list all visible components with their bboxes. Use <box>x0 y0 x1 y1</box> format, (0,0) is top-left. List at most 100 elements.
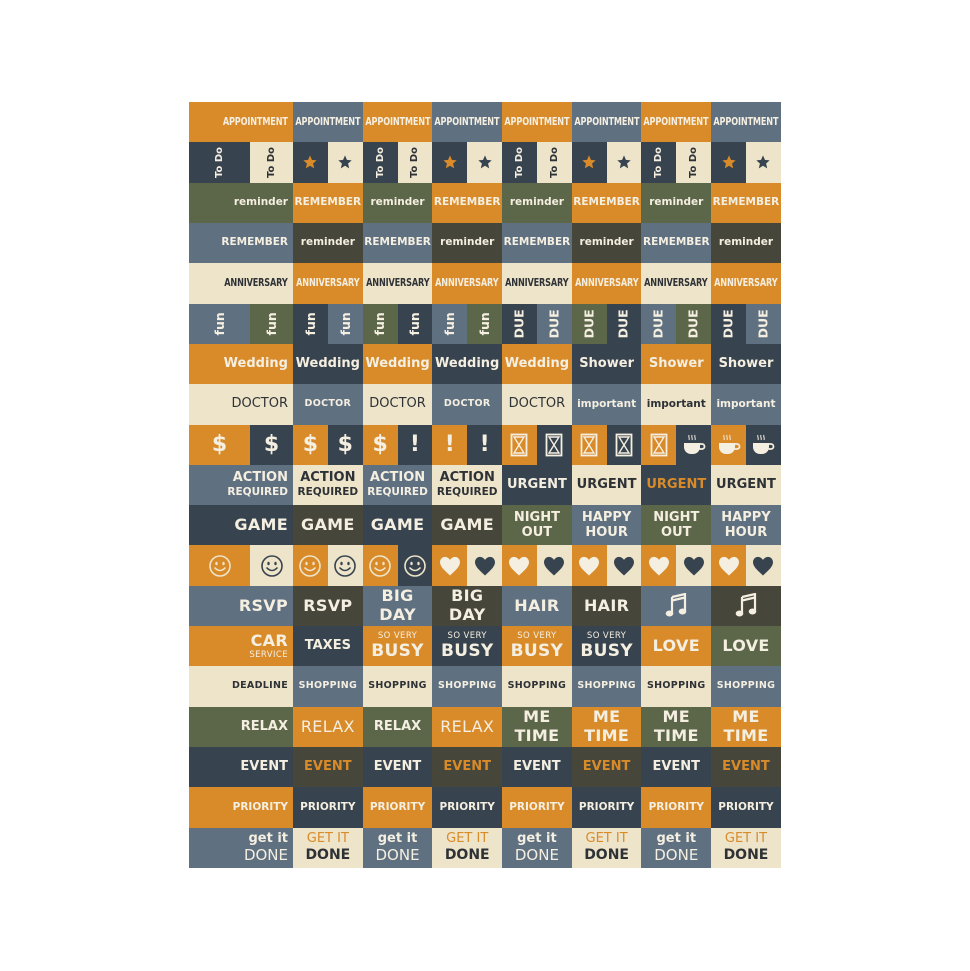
sticker-text: APPOINTMENT <box>713 115 779 129</box>
sticker-text-line: DONE <box>305 847 351 864</box>
sticker-: ! <box>397 424 433 465</box>
sticker-fun: fun <box>362 303 398 344</box>
sticker-doctor: DOCTOR <box>432 384 503 425</box>
sticker-text: important <box>646 397 706 410</box>
sticker-due: DUE <box>676 303 712 344</box>
sticker-text: EVENT <box>443 759 491 774</box>
sticker-text: To Do <box>265 146 277 178</box>
sticker-text: EVENT <box>513 759 561 774</box>
sticker-urgent: URGENT <box>641 464 712 506</box>
heart-icon <box>508 556 530 576</box>
sticker-text: To Do <box>409 146 421 178</box>
sticker-anniversary: ANNIVERSARY <box>571 263 642 304</box>
sticker-text-line: GET IT <box>446 831 489 847</box>
sticker-due: DUE <box>571 303 607 344</box>
music-note-icon <box>735 592 757 619</box>
sticker-text: ANNIVERSARY <box>714 276 778 290</box>
sticker-text: GAME <box>234 515 288 535</box>
star-icon <box>755 154 771 170</box>
sticker-star <box>711 142 746 183</box>
sticker-text-line: get it <box>517 830 557 846</box>
sticker-remember: REMEMBER <box>362 222 433 264</box>
sticker-reminder: reminder <box>641 182 712 223</box>
sticker-text: REMEMBER <box>433 196 501 208</box>
sticker-text: APPOINTMENT <box>295 115 361 129</box>
sticker-text: RELAX <box>440 717 495 737</box>
sticker-priority: PRIORITY <box>641 787 712 828</box>
sticker-text: fun <box>337 312 353 336</box>
sticker-anniversary: ANNIVERSARY <box>362 263 433 304</box>
sticker-shopping: SHOPPING <box>711 666 781 707</box>
sticker-heart <box>745 545 781 586</box>
smiley-icon <box>298 554 322 578</box>
sticker-text: ! <box>444 431 455 457</box>
sticker-anniversary: ANNIVERSARY <box>293 263 363 304</box>
sticker-text: URGENT <box>646 476 707 492</box>
sticker-text: ANNIVERSARY <box>644 276 708 290</box>
sticker-text: fun <box>372 312 388 336</box>
sticker-appointment: APPOINTMENT <box>432 102 503 143</box>
sticker-text: GAME <box>440 515 494 535</box>
sticker-heart <box>571 545 607 586</box>
sticker-text-line: REQUIRED <box>436 486 498 499</box>
sticker-due: DUE <box>606 303 642 344</box>
sticker-text: PRIORITY <box>509 800 565 813</box>
sticker-text: SHOPPING <box>368 680 427 692</box>
sticker-text-line: DONE <box>584 847 629 864</box>
sticker-text: APPOINTMENT <box>434 115 500 129</box>
sticker-so-very-busy: SO VERY BUSY <box>502 626 572 667</box>
sticker-deadline: DEADLINE <box>189 666 293 707</box>
sticker-due: DUE <box>502 303 537 344</box>
sticker-remember: REMEMBER <box>711 182 781 223</box>
sticker-text: DUE <box>650 309 666 339</box>
sticker-coffee <box>711 424 746 465</box>
sticker-text: GAME <box>370 515 425 535</box>
sticker-remember: REMEMBER <box>502 222 572 264</box>
sticker-text-line: REQUIRED <box>297 486 359 499</box>
sticker-text: EVENT <box>373 759 422 774</box>
sticker-text-line: GET IT <box>585 831 628 847</box>
sticker-to-do: To Do <box>189 142 250 183</box>
sticker-text: EVENT <box>304 759 352 774</box>
sticker-text: ! <box>479 431 490 457</box>
sticker-priority: PRIORITY <box>432 787 503 828</box>
sticker-text: fun <box>263 312 279 336</box>
sticker-text: PRIORITY <box>648 800 704 813</box>
sticker-get-it-done: get it DONE <box>641 827 712 868</box>
sticker-heart <box>676 545 712 586</box>
heart-icon <box>578 556 600 576</box>
sticker-text: RELAX <box>240 718 288 734</box>
sticker-text: ANNIVERSARY <box>435 276 499 290</box>
sticker-anniversary: ANNIVERSARY <box>711 263 781 304</box>
sticker-text: APPOINTMENT <box>365 115 431 129</box>
sticker-text: reminder <box>718 236 774 249</box>
sticker-star <box>606 142 642 183</box>
sticker-text-line: HOUR <box>724 525 768 541</box>
sticker-: ! <box>432 424 468 465</box>
sticker-text-line: DAY <box>379 604 416 624</box>
sticker-appointment: APPOINTMENT <box>502 102 572 143</box>
sticker-reminder: reminder <box>362 182 433 223</box>
sticker-due: DUE <box>711 303 746 344</box>
sticker-wedding: Wedding <box>502 343 572 385</box>
sticker-smiley <box>293 545 328 586</box>
sticker-text-line: SO VERY <box>586 631 627 642</box>
sticker-text-line: REQUIRED <box>367 486 428 499</box>
sticker-priority: PRIORITY <box>711 787 781 828</box>
sticker-text-line: BUSY <box>510 640 564 661</box>
sticker-action-required: ACTION REQUIRED <box>293 464 363 506</box>
sticker-text-line: ME <box>732 706 760 726</box>
sticker-text-line: DAY <box>448 604 486 624</box>
sticker-due: DUE <box>536 303 572 344</box>
sticker-text: APPOINTMENT <box>643 115 709 129</box>
sticker-: ! <box>467 424 503 465</box>
sticker-taxes: TAXES <box>293 626 363 667</box>
sticker-text: DUE <box>546 309 562 339</box>
sticker-text: LOVE <box>652 636 700 656</box>
sticker-shopping: SHOPPING <box>362 666 433 707</box>
sticker-text: fun <box>407 312 423 336</box>
sticker-text: DUE <box>616 309 632 339</box>
sticker-heart <box>467 545 503 586</box>
sticker-hair: HAIR <box>571 585 642 627</box>
sticker-priority: PRIORITY <box>571 787 642 828</box>
